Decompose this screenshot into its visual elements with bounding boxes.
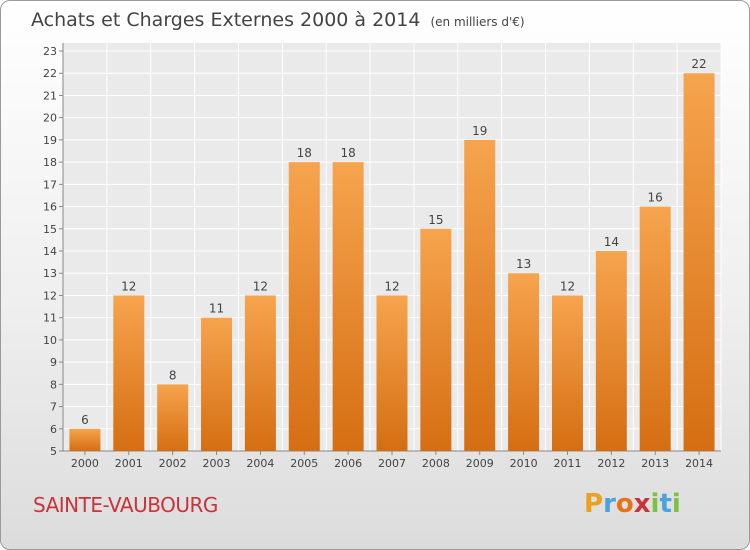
bar (639, 206, 671, 451)
data-label: 22 (691, 57, 706, 71)
brand-logo: Proxiti (584, 489, 681, 519)
data-label: 12 (121, 279, 136, 293)
y-tick-label: 13 (43, 267, 57, 280)
y-tick-label: 22 (43, 67, 57, 80)
y-tick-label: 16 (43, 201, 57, 214)
bar (376, 295, 408, 451)
bar (288, 162, 320, 451)
y-tick-label: 7 (50, 401, 57, 414)
data-label: 18 (340, 146, 355, 160)
bar (508, 273, 540, 451)
brand-letter: x (633, 489, 651, 519)
bar (595, 251, 627, 451)
x-tick-label: 2000 (71, 457, 99, 470)
bar (244, 295, 276, 451)
y-tick-label: 21 (43, 89, 57, 102)
data-label: 6 (81, 413, 89, 427)
x-tick-label: 2008 (422, 457, 450, 470)
bar (464, 139, 496, 451)
y-tick-label: 12 (43, 289, 57, 302)
data-label: 11 (209, 302, 224, 316)
data-label: 8 (169, 368, 177, 382)
y-tick-label: 19 (43, 134, 57, 147)
brand-letter: P (584, 489, 604, 519)
brand-letter: i (650, 489, 660, 519)
commune-name: SAINTE-VAUBOURG (33, 493, 218, 517)
y-tick-label: 15 (43, 223, 57, 236)
y-tick-label: 23 (43, 45, 57, 58)
brand-letter: r (603, 489, 616, 519)
y-tick-label: 20 (43, 112, 57, 125)
data-label: 15 (428, 213, 443, 227)
y-tick-label: 10 (43, 334, 57, 347)
brand-letter: t (659, 489, 672, 519)
y-tick-label: 11 (43, 312, 57, 325)
x-tick-label: 2006 (334, 457, 362, 470)
brand-letter: i (671, 489, 681, 519)
data-label: 12 (560, 279, 575, 293)
x-tick-label: 2004 (246, 457, 274, 470)
brand-letter: o (615, 489, 634, 519)
x-tick-label: 2011 (553, 457, 581, 470)
y-tick-label: 14 (43, 245, 57, 258)
x-tick-label: 2002 (159, 457, 187, 470)
x-tick-label: 2001 (115, 457, 143, 470)
bar (332, 162, 364, 451)
x-tick-label: 2012 (597, 457, 625, 470)
x-tick-label: 2014 (685, 457, 713, 470)
bar (157, 384, 189, 451)
chart-unit: (en milliers d'€) (430, 15, 525, 29)
x-tick-label: 2013 (641, 457, 669, 470)
x-tick-label: 2010 (510, 457, 538, 470)
bar (69, 428, 101, 451)
bar (201, 317, 233, 451)
x-tick-label: 2005 (290, 457, 318, 470)
x-tick-label: 2009 (466, 457, 494, 470)
bar (551, 295, 583, 451)
data-label: 12 (384, 279, 399, 293)
x-tick-label: 2007 (378, 457, 406, 470)
y-tick-label: 18 (43, 156, 57, 169)
bar (420, 228, 452, 451)
data-label: 19 (472, 124, 487, 138)
y-tick-label: 8 (50, 378, 57, 391)
y-tick-label: 17 (43, 178, 57, 191)
y-tick-label: 9 (50, 356, 57, 369)
y-tick-label: 6 (50, 423, 57, 436)
data-label: 13 (516, 257, 531, 271)
bar (113, 295, 145, 451)
chart-title: Achats et Charges Externes 2000 à 2014 (31, 9, 421, 31)
chart-title-row: Achats et Charges Externes 2000 à 2014 (e… (31, 9, 525, 31)
x-tick-label: 2003 (203, 457, 231, 470)
data-label: 16 (648, 191, 663, 205)
data-label: 14 (604, 235, 619, 249)
y-tick-label: 5 (50, 445, 57, 458)
data-label: 18 (297, 146, 312, 160)
data-label: 12 (253, 279, 268, 293)
bar (683, 73, 715, 451)
